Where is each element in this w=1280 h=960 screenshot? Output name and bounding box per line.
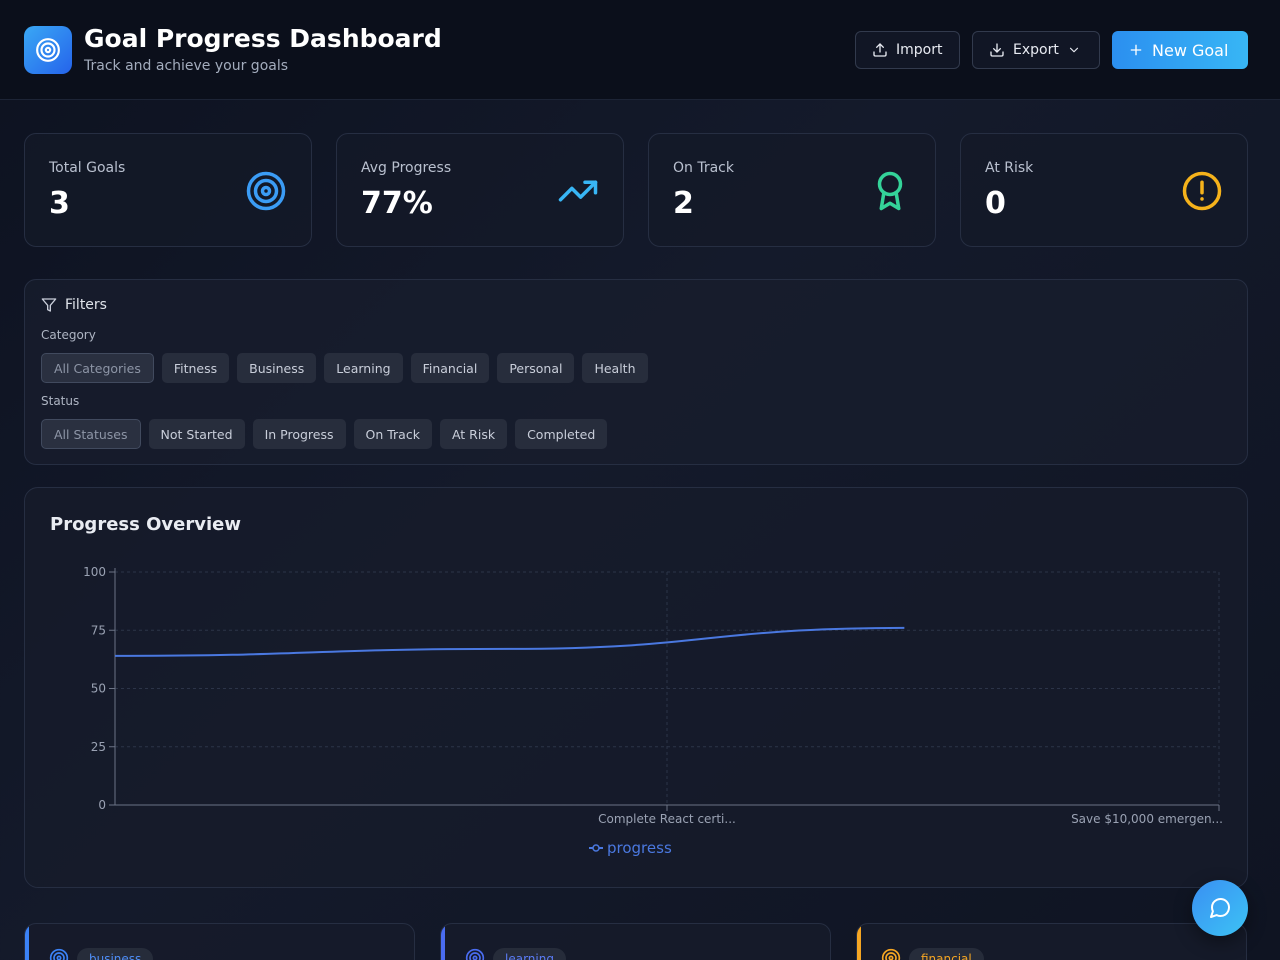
export-label: Export [1013,42,1059,58]
upload-icon [873,43,887,57]
goal-card[interactable]: business [24,923,415,960]
goal-card[interactable]: learning [440,923,831,960]
trending-up-icon [558,180,598,202]
stat-value: 2 [673,186,694,221]
status-chip-at-risk[interactable]: At Risk [439,419,508,449]
filters-header: Filters [41,297,107,313]
target-icon [49,948,69,960]
goal-card-accent [857,924,861,960]
legend-label: progress [607,839,672,857]
category-tag: learning [493,948,566,960]
status-chip-all[interactable]: All Statuses [41,419,141,449]
page-title: Goal Progress Dashboard [84,24,442,53]
y-tick-label: 0 [98,798,106,812]
stat-card-at-risk: At Risk 0 [960,133,1248,247]
status-label: Status [41,394,80,408]
stat-card-on-track: On Track 2 [648,133,936,247]
import-label: Import [896,42,943,58]
status-chips: All Statuses Not Started In Progress On … [41,419,608,449]
award-icon [877,171,903,211]
message-circle-icon [1210,897,1231,918]
y-tick-label: 50 [91,682,106,696]
filters-panel: Filters Category All Categories Fitness … [24,279,1248,465]
page-subtitle: Track and achieve your goals [84,58,289,74]
y-tick-label: 75 [91,623,106,637]
category-chip-learning[interactable]: Learning [324,353,403,383]
legend-marker [592,844,600,852]
category-tag: financial [909,948,984,960]
goal-card-accent [441,924,445,960]
y-tick-label: 25 [91,740,106,754]
series-line-progress [114,626,905,657]
new-goal-button[interactable]: New Goal [1112,31,1248,69]
new-goal-label: New Goal [1152,40,1229,60]
goal-card-accent [25,924,29,960]
target-logo-icon [24,26,72,74]
import-button[interactable]: Import [855,31,960,69]
status-chip-on-track[interactable]: On Track [353,419,432,449]
goal-card[interactable]: financial [856,923,1247,960]
x-tick-label: Save $10,000 emergen... [1071,812,1223,826]
status-chip-not-started[interactable]: Not Started [148,419,245,449]
stat-label: Total Goals [49,160,126,176]
stat-card-avg-progress: Avg Progress 77% [336,133,624,247]
x-tick-label: Complete React certi... [598,812,736,826]
progress-chart: 0 25 50 75 100 Complete React certi... Save $1… [83,565,1223,857]
filters-title: Filters [65,297,107,313]
chat-button[interactable] [1192,880,1248,936]
plus-icon [1130,44,1142,56]
status-chip-in-progress[interactable]: In Progress [252,419,346,449]
category-chip-financial[interactable]: Financial [410,353,490,383]
target-icon [881,948,901,960]
target-icon [246,171,286,211]
category-label: Category [41,328,96,342]
category-chip-fitness[interactable]: Fitness [161,353,230,383]
category-chips: All Categories Fitness Business Learning… [41,353,648,383]
app-header: Goal Progress Dashboard Track and achiev… [0,0,1280,100]
category-chip-business[interactable]: Business [237,353,317,383]
chart-title: Progress Overview [50,514,241,535]
stat-card-total-goals: Total Goals 3 [24,133,312,247]
stat-label: On Track [673,160,734,176]
category-chip-all[interactable]: All Categories [41,353,154,383]
category-chip-health[interactable]: Health [582,353,648,383]
filter-icon [41,298,57,312]
category-chip-personal[interactable]: Personal [497,353,575,383]
stat-value: 77% [361,186,433,221]
y-tick-label: 100 [83,565,106,579]
progress-overview-card: Progress Overview 0 25 50 75 100 Complete Rea… [24,487,1248,888]
download-icon [990,43,1004,57]
alert-circle-icon [1182,171,1222,211]
category-tag: business [77,948,154,960]
status-chip-completed[interactable]: Completed [515,419,608,449]
export-button[interactable]: Export [972,31,1100,69]
stat-label: At Risk [985,160,1034,176]
stat-value: 0 [985,186,1006,221]
target-icon [465,948,485,960]
chevron-down-icon [1069,47,1078,53]
stat-value: 3 [49,186,70,221]
stat-label: Avg Progress [361,160,452,176]
